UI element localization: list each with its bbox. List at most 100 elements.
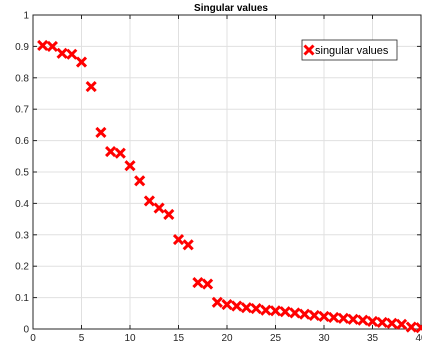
- y-axis-tick-labels: 0 0.1 0.2 0.3 0.4 0.5 0.6 0.7 0.8 0.9 1: [15, 11, 29, 336]
- marker-stroke: [56, 47, 68, 59]
- marker-stroke: [357, 314, 369, 326]
- marker-stroke: [75, 56, 88, 68]
- y-tick-label: 0.2: [15, 262, 29, 273]
- marker-stroke: [376, 316, 388, 328]
- data-markers: [37, 39, 422, 334]
- y-tick-label: 0.1: [15, 293, 29, 304]
- marker-stroke: [328, 311, 340, 323]
- marker-stroke: [46, 40, 58, 52]
- marker-stroke: [279, 306, 291, 318]
- data-point: [105, 146, 117, 158]
- data-point: [85, 81, 97, 93]
- data-point: [240, 302, 252, 314]
- marker-stroke: [318, 310, 330, 323]
- data-point: [221, 298, 233, 311]
- marker-stroke: [337, 312, 349, 324]
- data-point: [260, 304, 272, 316]
- marker-stroke: [250, 303, 262, 315]
- data-point: [289, 307, 301, 319]
- x-axis-tick-labels: 0 5 10 15 20 25 30 35 40: [30, 333, 422, 343]
- marker-stroke: [153, 202, 165, 214]
- marker-stroke: [85, 81, 97, 93]
- data-point: [163, 208, 175, 220]
- x-tick-label: 0: [30, 333, 36, 343]
- chart-title: Singular values: [194, 3, 268, 14]
- marker-stroke: [260, 304, 272, 316]
- data-point: [134, 175, 146, 187]
- data-point: [269, 305, 282, 317]
- data-point: [328, 311, 340, 323]
- x-tick-label: 10: [124, 333, 136, 343]
- x-tick-label: 40: [415, 333, 422, 343]
- marker-stroke: [105, 146, 117, 158]
- data-point: [46, 40, 58, 52]
- marker-stroke: [303, 44, 315, 56]
- marker-stroke: [114, 147, 126, 159]
- legend: singular values: [301, 39, 398, 61]
- data-point: [250, 303, 262, 315]
- legend-box: [301, 39, 398, 61]
- data-point: [192, 276, 204, 289]
- data-point: [231, 300, 243, 312]
- data-point: [95, 126, 107, 138]
- legend-label: singular values: [315, 45, 389, 57]
- legend-marker-x: [303, 44, 315, 56]
- x-tick-label: 15: [173, 333, 185, 343]
- y-tick-label: 1: [23, 11, 29, 22]
- x-tick-label: 25: [270, 333, 282, 343]
- x-tick-label: 35: [367, 333, 379, 343]
- marker-stroke: [211, 296, 223, 308]
- data-point: [347, 313, 359, 325]
- marker-stroke: [347, 313, 359, 325]
- data-point: [415, 322, 422, 334]
- y-tick-label: 0.3: [15, 230, 29, 241]
- data-point: [211, 296, 223, 308]
- data-point: [396, 318, 408, 330]
- data-point: [37, 39, 49, 52]
- data-point: [366, 315, 379, 328]
- marker-stroke: [202, 278, 214, 290]
- marker-stroke: [182, 239, 194, 251]
- marker-stroke: [415, 324, 422, 334]
- marker-stroke: [299, 308, 311, 320]
- data-point: [182, 239, 194, 251]
- x-tick-label: 20: [221, 333, 233, 343]
- marker-stroke: [66, 48, 78, 60]
- marker-stroke: [289, 307, 301, 319]
- marker-stroke: [172, 233, 185, 246]
- marker-stroke: [405, 321, 417, 333]
- marker-stroke: [366, 315, 379, 328]
- y-tick-label: 0.4: [15, 199, 29, 210]
- data-point: [56, 47, 68, 59]
- data-point: [153, 202, 165, 214]
- marker-stroke: [143, 195, 155, 207]
- data-point: [279, 306, 291, 318]
- legend-marker: [303, 44, 315, 56]
- data-point: [386, 317, 398, 329]
- marker-stroke: [231, 300, 243, 312]
- marker-stroke: [221, 298, 233, 311]
- marker-stroke: [308, 309, 320, 322]
- data-point: [172, 233, 185, 246]
- marker-stroke: [134, 175, 146, 187]
- data-point: [75, 56, 88, 68]
- data-point: [66, 48, 78, 60]
- marker-stroke: [269, 305, 282, 317]
- data-point: [299, 308, 311, 320]
- y-tick-label: 0.8: [15, 73, 29, 84]
- y-tick-label: 0: [23, 325, 29, 336]
- marker-stroke: [396, 318, 408, 330]
- data-point: [114, 147, 126, 159]
- y-tick-label: 0.6: [15, 136, 29, 147]
- data-point: [405, 321, 417, 333]
- marker-stroke: [37, 39, 49, 52]
- marker-stroke: [386, 317, 398, 329]
- marker-stroke: [240, 302, 252, 314]
- marker-stroke: [124, 160, 136, 172]
- marker-stroke: [163, 208, 175, 220]
- data-point: [143, 195, 155, 207]
- marker-stroke: [95, 126, 107, 138]
- grid-lines: [33, 15, 421, 329]
- y-tick-label: 0.9: [15, 42, 29, 53]
